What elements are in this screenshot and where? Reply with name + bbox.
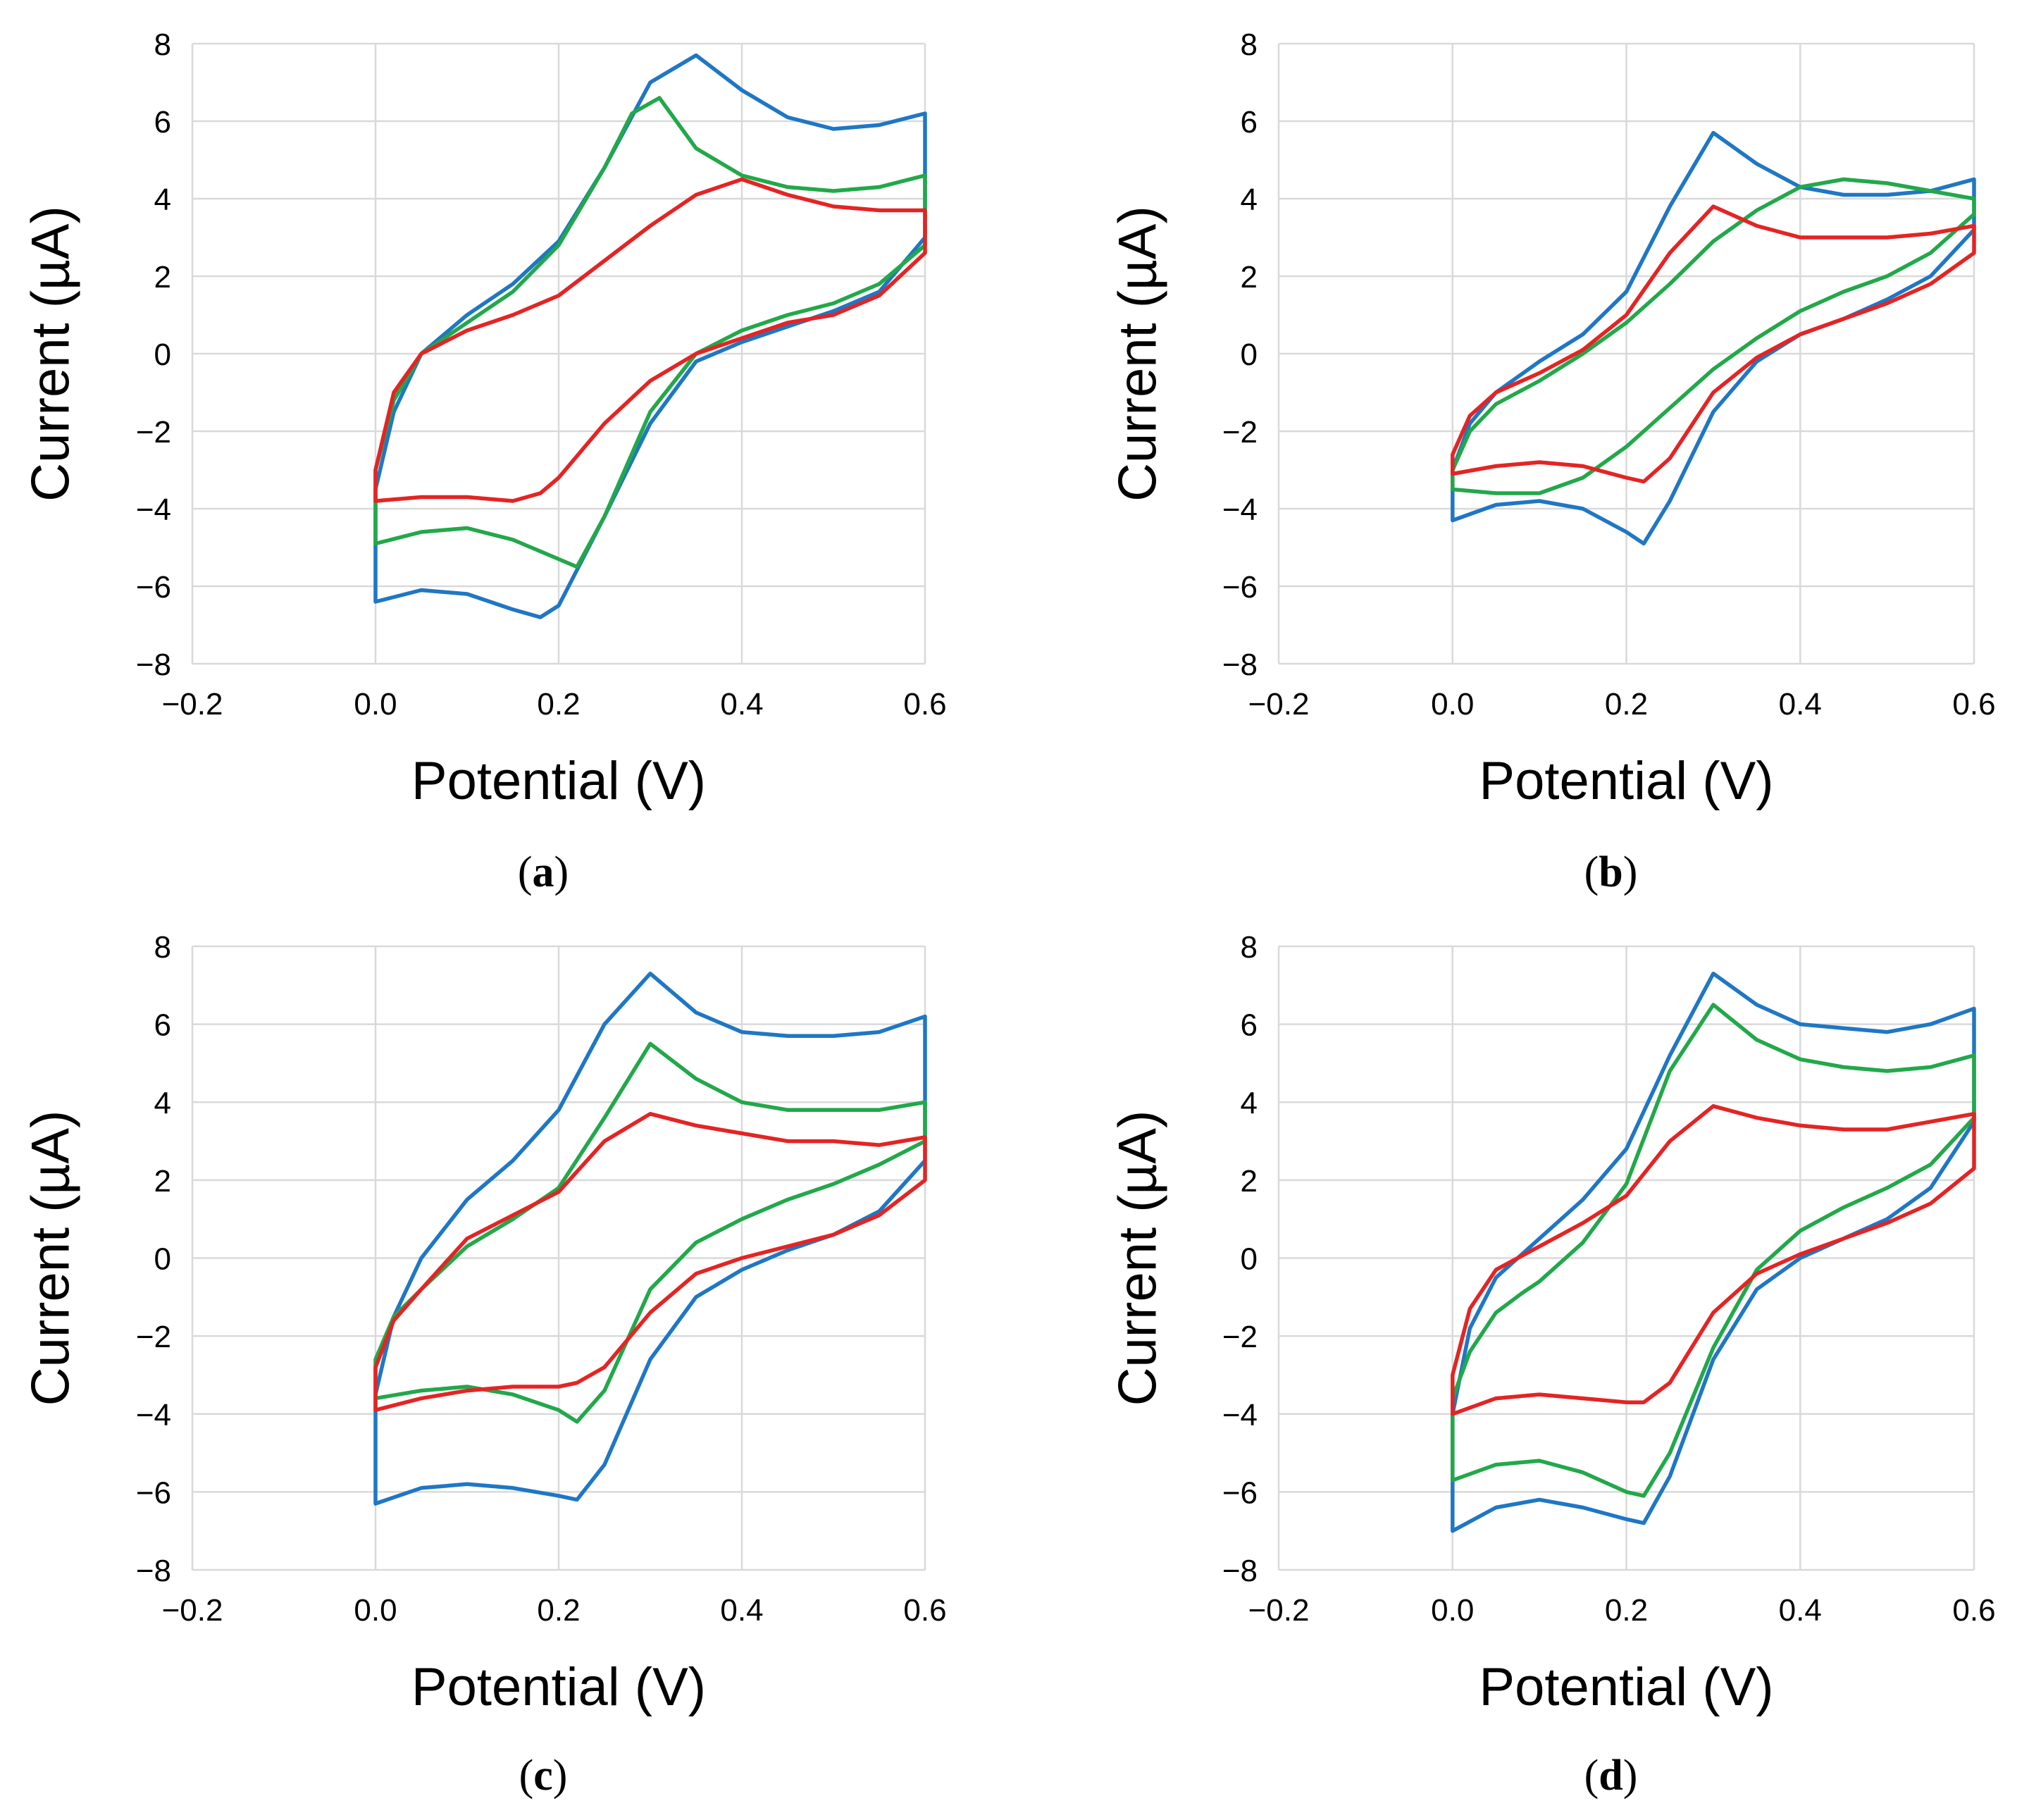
chart-panel-b: −0.2 0.0 0.2 0.4 0.6 8 6 4 2 0 −2 −4 −6 −8 Potential (…: [1108, 27, 1996, 896]
x-axis-title: Potential (V): [411, 751, 706, 811]
x-tick-label: 0.2: [537, 687, 580, 722]
x-tick-label: 0.2: [1605, 1593, 1648, 1628]
y-tick-label: −2: [1222, 415, 1258, 450]
panel-caption: (a): [518, 848, 569, 896]
y-tick-label: −6: [136, 570, 171, 605]
y-tick-label: 0: [154, 1242, 171, 1277]
series-line-red: [373, 1112, 927, 1412]
y-tick-label: 0: [1241, 1242, 1258, 1277]
x-tick-label: 0.6: [903, 687, 946, 722]
y-tick-label: −4: [136, 1398, 171, 1432]
y-axis-title: Current (µA): [21, 1110, 81, 1406]
x-tick-label: 0.0: [354, 687, 397, 722]
x-tick-label: 0.4: [720, 687, 763, 722]
y-tick-label: 4: [154, 1086, 171, 1120]
y-tick-label: 6: [1241, 1008, 1258, 1043]
x-tick-label: −0.2: [1248, 1593, 1310, 1628]
x-axis-title: Potential (V): [1479, 751, 1773, 811]
y-tick-label: 8: [1241, 27, 1258, 62]
x-tick-label: 0.2: [1605, 687, 1648, 722]
y-tick-label: 6: [154, 1008, 171, 1043]
y-tick-label: 6: [154, 105, 171, 140]
y-tick-label: 4: [1241, 1086, 1258, 1120]
y-axis-title: Current (µA): [1108, 206, 1168, 502]
x-axis-title: Potential (V): [411, 1657, 706, 1717]
x-tick-label: 0.2: [537, 1593, 580, 1628]
panel-caption: (b): [1584, 848, 1638, 896]
y-tick-label: 2: [154, 260, 171, 295]
y-tick-label: −2: [136, 415, 171, 450]
y-tick-label: −8: [1222, 1554, 1258, 1588]
panel-caption: (d): [1584, 1752, 1638, 1800]
y-tick-label: −6: [1222, 1475, 1258, 1510]
x-tick-label: 0.4: [1779, 1593, 1822, 1628]
y-tick-label: −8: [136, 1554, 171, 1588]
chart-panel-d: −0.2 0.0 0.2 0.4 0.6 8 6 4 2 0 −2 −4 −6 −8 Potential (…: [1108, 930, 1996, 1800]
y-tick-label: 2: [154, 1164, 171, 1199]
x-tick-label: 0.0: [354, 1593, 397, 1628]
chart-panel-c: −0.2 0.0 0.2 0.4 0.6 8 6 4 2 0 −2 −4 −6 −8 Potential (…: [21, 930, 947, 1800]
y-tick-label: −2: [1222, 1320, 1258, 1354]
y-tick-label: −6: [136, 1475, 171, 1510]
x-tick-label: 0.6: [903, 1593, 946, 1628]
y-tick-label: 2: [1241, 1164, 1258, 1199]
x-axis-title: Potential (V): [1479, 1657, 1773, 1717]
y-tick-label: 6: [1241, 105, 1258, 140]
y-axis-title: Current (µA): [21, 206, 81, 502]
series-line-red: [1451, 1104, 1976, 1416]
x-tick-label: 0.4: [720, 1593, 763, 1628]
series-line-red: [373, 177, 927, 503]
y-tick-label: 8: [154, 930, 171, 965]
x-tick-label: 0.6: [1952, 687, 1995, 722]
series-line-green: [1451, 1003, 1976, 1498]
x-tick-label: 0.0: [1431, 1593, 1474, 1628]
y-axis-title: Current (µA): [1108, 1110, 1168, 1406]
y-tick-label: −4: [1222, 493, 1258, 527]
x-tick-label: 0.6: [1952, 1593, 1995, 1628]
y-tick-label: −4: [1222, 1398, 1258, 1432]
y-tick-label: 4: [1241, 182, 1258, 217]
x-tick-label: 0.0: [1431, 687, 1474, 722]
series-line-blue: [373, 971, 927, 1506]
y-tick-label: 8: [154, 27, 171, 62]
x-tick-label: −0.2: [162, 1593, 223, 1628]
y-tick-label: −2: [136, 1320, 171, 1354]
y-tick-label: −8: [136, 648, 171, 682]
x-tick-label: −0.2: [1248, 687, 1310, 722]
series-line-blue: [1451, 130, 1976, 546]
x-tick-label: −0.2: [162, 687, 223, 722]
y-tick-label: 8: [1241, 930, 1258, 965]
y-tick-label: 0: [154, 338, 171, 372]
y-tick-label: 2: [1241, 260, 1258, 295]
y-tick-label: −6: [1222, 570, 1258, 605]
panel-caption: (c): [519, 1752, 568, 1800]
chart-panel-a: −0.2 0.0 0.2 0.4 0.6 8 6 4 2 0 −2 −4 −6 −8 Potential (…: [21, 27, 947, 896]
y-tick-label: −4: [136, 493, 171, 527]
series-line-green: [1451, 177, 1976, 495]
series-line-red: [1451, 204, 1976, 484]
y-tick-label: 0: [1241, 338, 1258, 372]
y-tick-label: 4: [154, 182, 171, 217]
x-tick-label: 0.4: [1779, 687, 1822, 722]
y-tick-label: −8: [1222, 648, 1258, 682]
